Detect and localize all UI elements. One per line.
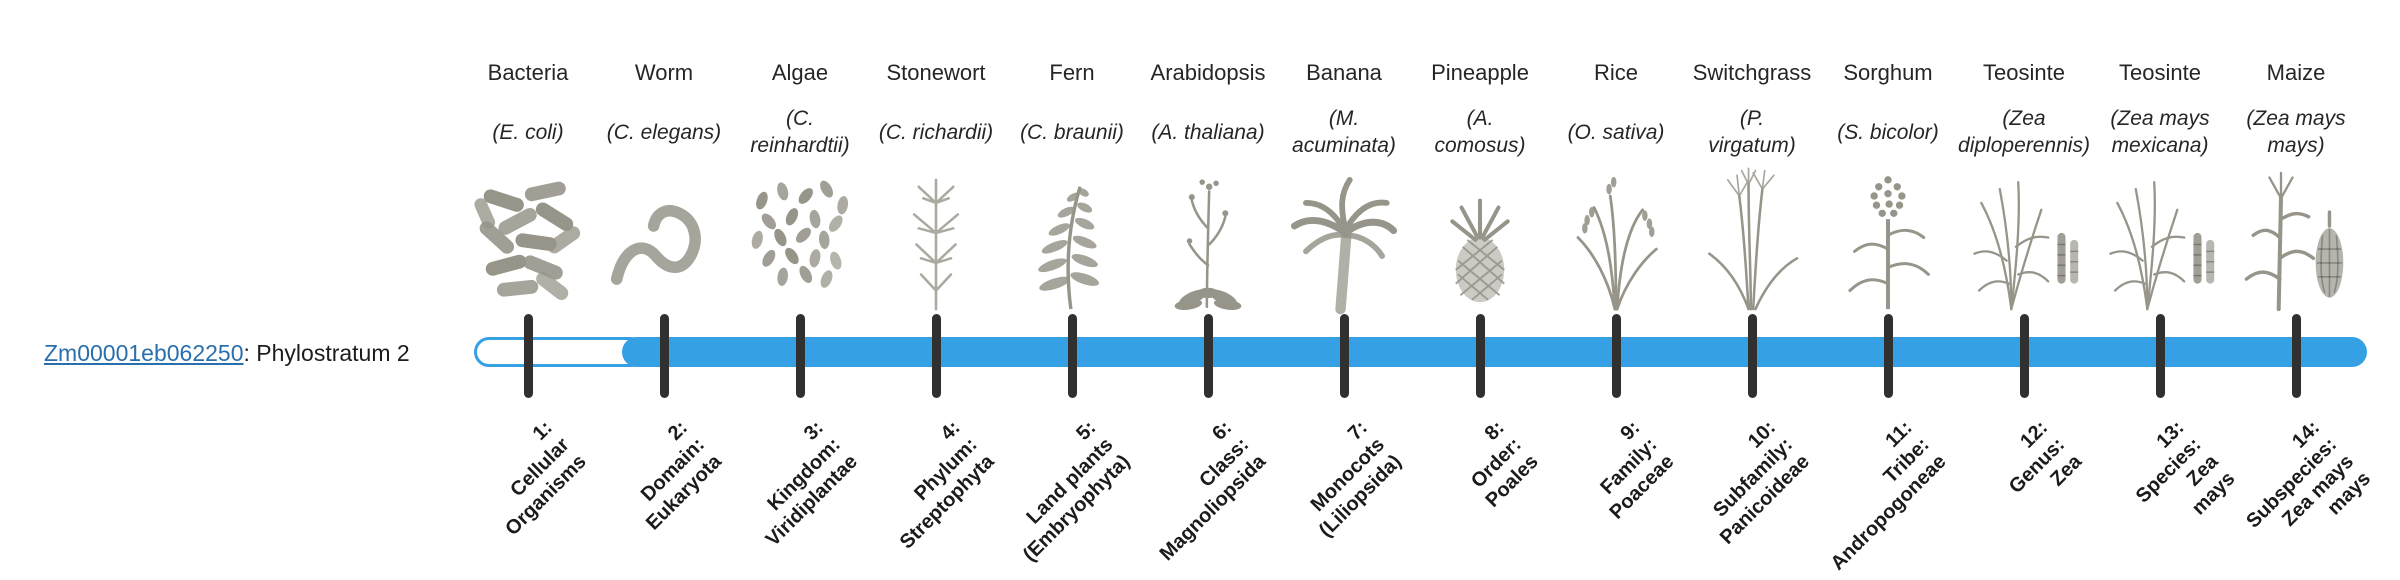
sorghum-icon (1822, 166, 1954, 316)
gene-id-link[interactable]: Zm00001eb062250 (44, 340, 244, 366)
organism-scientific-name-text: (C. elegans) (606, 120, 722, 144)
organism-name: Teosinte (1983, 60, 2065, 85)
phylostratum-label-text: 12: Genus: Zea (1987, 416, 2087, 516)
organism-name: Stonewort (886, 60, 986, 85)
teosinte-icon (2094, 166, 2226, 316)
organism-name: Sorghum (1843, 60, 1933, 85)
bacteria-icon (462, 166, 594, 316)
phylostratum-label-text: 11: Tribe: Andropogoneae (1792, 416, 1951, 575)
gene-label: Zm00001eb062250: Phylostratum 2 (44, 340, 410, 366)
organism-scientific-name: (E. coli) (448, 102, 608, 164)
phylostratum-tick-6 (1203, 314, 1213, 398)
organism-scientific-name-text: (Zea mays mays) (2246, 107, 2346, 157)
stonewort-icon (870, 166, 1002, 316)
organism-scientific-name: (O. sativa) (1536, 102, 1696, 164)
organism-name: Teosinte (2119, 60, 2201, 85)
pineapple-icon (1414, 166, 1546, 316)
phylostratum-label-text: 7: Monocots (Liliopsida) (1281, 416, 1407, 542)
organism-scientific-name-text: (C. reinhardtii) (750, 107, 850, 157)
organism-name: Arabidopsis (1150, 60, 1266, 85)
switchgrass-icon (1686, 166, 1818, 316)
organism-scientific-name: (C. richardii) (856, 102, 1016, 164)
phylostratum-tick-7 (1339, 314, 1349, 398)
organism-scientific-name-text: (A. comosus) (1434, 107, 1526, 157)
organism-scientific-name-text: (A. thaliana) (1151, 120, 1265, 144)
organism-scientific-name: (M. acuminata) (1264, 102, 1424, 164)
phylostratum-label-text: 2: Domain: Eukaryota (608, 416, 727, 535)
phylostratum-label-text: 6: Class: Magnoliopsida (1121, 416, 1271, 566)
gene-label-suffix: : Phylostratum 2 (243, 340, 410, 366)
organism-scientific-name-text: (S. bicolor) (1837, 120, 1939, 144)
organism-scientific-name-text: (C. richardii) (878, 120, 994, 144)
phylostratum-label-text: 5: Land plants (Embryophyta) (984, 416, 1135, 567)
organism-name: Banana (1306, 60, 1382, 85)
phylostratum-tick-2 (659, 314, 669, 398)
organism-scientific-name-text: (P. virgatum) (1708, 107, 1796, 157)
phylostratum-label-text: 4: Phylum: Streptophyta (861, 416, 999, 554)
algae-icon (734, 166, 866, 316)
organism-scientific-name-text: (E. coli) (492, 120, 564, 144)
phylostratum-tick-14 (2291, 314, 2301, 398)
phylostratum-tick-10 (1747, 314, 1757, 398)
teosinte-icon (1958, 166, 2090, 316)
organism-name: Maize (2266, 60, 2326, 85)
organism-scientific-name-text: (C. braunii) (1020, 120, 1124, 144)
phylostratum-label-text: 3: Kingdom: Viridiplantae (727, 416, 863, 552)
phylostratum-tick-3 (795, 314, 805, 398)
fern-icon (1006, 166, 1138, 316)
phylostratum-label-text: 8: Order: Poales (1446, 416, 1543, 513)
phylostratum-bar-unfilled (474, 337, 646, 367)
organism-scientific-name: (C. elegans) (584, 102, 744, 164)
organism-scientific-name: (Zea mays mexicana) (2080, 102, 2240, 164)
phylostratum-tick-1 (523, 314, 533, 398)
organism-scientific-name-text: (Zea mays mexicana) (2110, 107, 2210, 157)
phylostratum-label-text: 13: Species: Zea mays (2114, 416, 2240, 542)
arabidopsis-icon (1142, 166, 1274, 316)
organism-name: Worm (634, 60, 694, 85)
phylostratum-bar-filled (622, 337, 2367, 367)
rice-icon (1550, 166, 1682, 316)
phylostratum-label-text: 9: Family: Poaceae (1571, 416, 1679, 524)
organism-scientific-name: (A. thaliana) (1128, 102, 1288, 164)
phylostratum-label-text: 1: Cellular Organisms (466, 416, 591, 541)
phylostratum-tick-11 (1883, 314, 1893, 398)
phylostratum-tick-9 (1611, 314, 1621, 398)
organism-name: Fern (1049, 60, 1095, 85)
banana-icon (1278, 166, 1410, 316)
maize-icon (2230, 166, 2362, 316)
organism-scientific-name: (P. virgatum) (1672, 102, 1832, 164)
worm-icon (598, 166, 730, 316)
phylostratum-tick-12 (2019, 314, 2029, 398)
organism-name: Switchgrass (1692, 60, 1812, 85)
organism-name: Bacteria (487, 60, 569, 85)
organism-scientific-name: (S. bicolor) (1808, 102, 1968, 164)
phylostratum-tick-8 (1475, 314, 1485, 398)
phylostratum-label-text: 14: Subspecies: Zea mays mays (2225, 416, 2376, 567)
phylostratum-label-text: 10: Subfamily: Panicoideae (1681, 416, 1814, 549)
organism-name: Rice (1593, 60, 1638, 85)
organism-scientific-name: (Zea diploperennis) (1944, 102, 2104, 164)
organism-scientific-name-text: (O. sativa) (1567, 120, 1665, 144)
organism-name: Pineapple (1431, 60, 1529, 85)
organism-scientific-name: (A. comosus) (1400, 102, 1560, 164)
organism-scientific-name-text: (M. acuminata) (1292, 107, 1396, 157)
organism-name: Algae (771, 60, 829, 85)
organism-scientific-name: (C. reinhardtii) (720, 102, 880, 164)
phylostratum-tick-4 (931, 314, 941, 398)
phylostratum-tick-13 (2155, 314, 2165, 398)
organism-scientific-name: (Zea mays mays) (2216, 102, 2376, 164)
phylostratum-tick-5 (1067, 314, 1077, 398)
organism-scientific-name-text: (Zea diploperennis) (1958, 107, 2090, 157)
organism-scientific-name: (C. braunii) (992, 102, 1152, 164)
